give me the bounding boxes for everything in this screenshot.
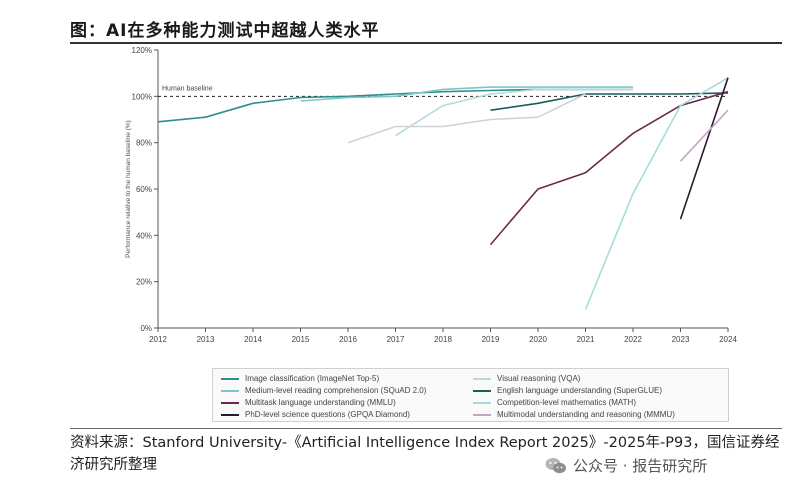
y-tick-label: 40%: [136, 231, 152, 240]
x-tick-label: 2022: [624, 335, 642, 344]
y-tick-label: 80%: [136, 139, 152, 148]
series-line-6: [584, 77, 729, 310]
legend-item: PhD-level science questions (GPQA Diamon…: [221, 410, 410, 419]
legend-label: Image classification (ImageNet Top-5): [245, 374, 380, 383]
legend-item: Multimodal understanding and reasoning (…: [473, 410, 675, 419]
source-note: 资料来源：Stanford University-《Artificial Int…: [70, 435, 780, 473]
legend-item: Medium-level reading comprehension (SQuA…: [221, 386, 426, 395]
x-tick-label: 2024: [719, 335, 737, 344]
legend-label: Medium-level reading comprehension (SQuA…: [245, 386, 427, 395]
watermark-text: 公众号 · 报告研究所: [573, 457, 708, 475]
x-tick-label: 2014: [244, 335, 262, 344]
y-tick-label: 100%: [132, 92, 152, 101]
series-line-4: [490, 92, 729, 111]
legend-swatch: [221, 413, 239, 416]
human-baseline-label: Human baseline: [162, 85, 213, 92]
x-tick-label: 2013: [197, 335, 215, 344]
y-axis-label: Performance relative to the human baseli…: [125, 120, 132, 258]
y-tick-label: 120%: [132, 46, 152, 55]
legend-swatch: [221, 377, 239, 380]
legend-swatch: [221, 389, 239, 392]
series-line-8: [679, 109, 729, 162]
y-tick-label: 20%: [136, 278, 152, 287]
legend-item: Image classification (ImageNet Top-5): [221, 374, 379, 383]
legend-swatch: [221, 401, 239, 404]
series-line-9: [347, 93, 586, 144]
x-tick-label: 2017: [387, 335, 405, 344]
legend-item: Multitask language understanding (MMLU): [221, 398, 396, 407]
legend-swatch: [473, 389, 491, 392]
legend-item: English language understanding (SuperGLU…: [473, 386, 662, 395]
line-chart: 0% 20% 40% 60% 80% 100% 120% 2012 2013 2014 2015 20…: [125, 46, 737, 344]
legend-label: English language understanding (SuperGLU…: [497, 386, 662, 395]
y-tick-label: 60%: [136, 185, 152, 194]
legend-label: Competition-level mathematics (MATH): [497, 398, 636, 407]
title-rule: [70, 42, 782, 44]
series-line-7: [679, 77, 729, 220]
x-tick-label: 2020: [529, 335, 547, 344]
chart-legend: Image classification (ImageNet Top-5) Vis…: [212, 368, 729, 422]
legend-label: Visual reasoning (VQA): [497, 374, 581, 383]
legend-swatch: [473, 377, 491, 380]
watermark: 公众号 · 报告研究所: [545, 455, 707, 476]
legend-label: PhD-level science questions (GPQA Diamon…: [245, 410, 410, 419]
x-tick-label: 2016: [339, 335, 357, 344]
series-line-2: [395, 88, 633, 137]
legend-swatch: [473, 413, 491, 416]
series-line-3: [300, 86, 633, 102]
legend-label: Multitask language understanding (MMLU): [245, 398, 396, 407]
y-tick-label: 0%: [140, 324, 152, 333]
legend-item: Visual reasoning (VQA): [473, 374, 580, 383]
x-tick-label: 2012: [149, 335, 167, 344]
figure-title: 图：AI在多种能力测试中超越人类水平: [70, 21, 380, 41]
wechat-icon: [545, 457, 566, 473]
legend-label: Multimodal understanding and reasoning (…: [497, 410, 675, 419]
x-tick-label: 2015: [292, 335, 310, 344]
x-tick-label: 2021: [577, 335, 595, 344]
x-tick-label: 2018: [434, 335, 452, 344]
source-rule: [70, 428, 782, 429]
series-line-5: [489, 90, 729, 246]
legend-swatch: [473, 401, 491, 404]
x-tick-label: 2023: [672, 335, 690, 344]
x-tick-label: 2019: [482, 335, 500, 344]
legend-item: Competition-level mathematics (MATH): [473, 398, 636, 407]
